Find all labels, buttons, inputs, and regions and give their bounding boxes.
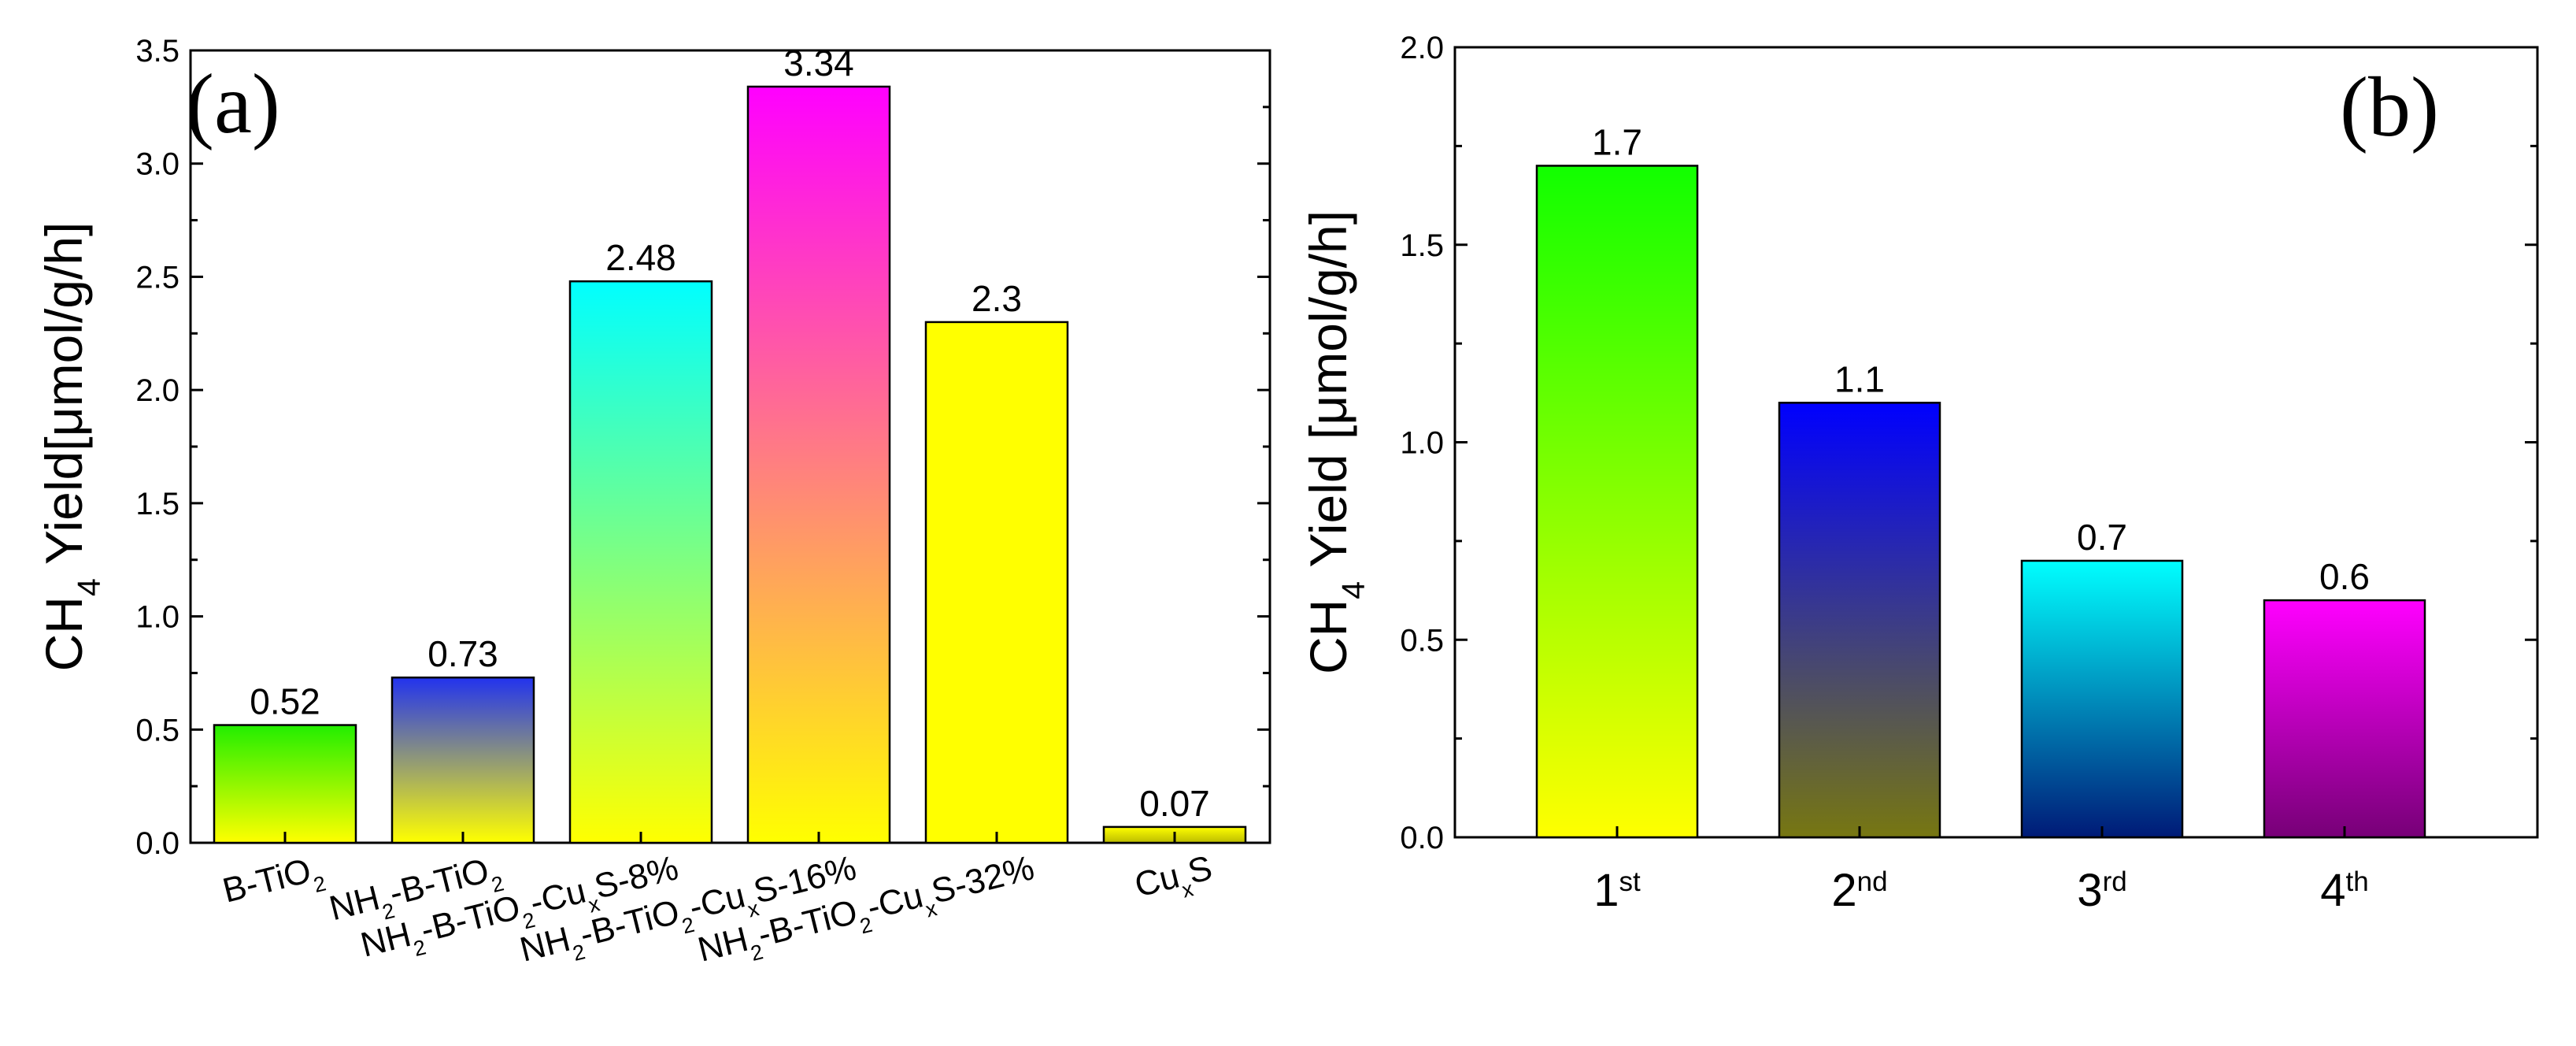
category-label-2: 2nd — [1831, 865, 1887, 916]
category-label-6: CuxS — [1131, 848, 1218, 913]
category-label-4: 4th — [2320, 865, 2368, 916]
y-tick-label: 0.0 — [135, 826, 180, 861]
bar-value-label-4: 0.6 — [2319, 556, 2370, 597]
y-tick-label: 1.0 — [135, 600, 180, 635]
bar-4 — [2263, 599, 2426, 839]
bar-1 — [1535, 165, 1699, 839]
y-axis-title: CH4 Yield [μmol/g/h] — [1299, 210, 1371, 674]
category-label-3: 3rd — [2077, 865, 2126, 916]
bar-value-label-2: 0.73 — [427, 633, 498, 674]
category-label-1: B-TiO2 — [219, 848, 328, 918]
y-tick-label: 1.5 — [1400, 228, 1444, 263]
bar-value-label-5: 2.3 — [972, 278, 1022, 319]
panel-a-chart: 0.0 0.5 1.0 1.5 2.0 2.5 3.0 3.5 CH4 Yield[μmol/g… — [35, 34, 1271, 970]
panel-label: (b) — [2340, 61, 2439, 154]
bar-value-label-2: 1.1 — [1834, 358, 1885, 399]
bar-5 — [924, 321, 1069, 844]
y-tick-label: 2.0 — [1400, 31, 1444, 65]
bar-value-label-6: 0.07 — [1139, 783, 1210, 824]
y-tick-label: 0.5 — [1400, 623, 1444, 658]
bar-value-label-3: 2.48 — [605, 237, 676, 278]
bar-value-label-1: 1.7 — [1592, 121, 1642, 162]
bar-3 — [568, 280, 713, 844]
bar-2 — [1778, 402, 1941, 839]
bar-4 — [746, 85, 891, 844]
y-tick-label: 0.5 — [135, 713, 180, 747]
y-tick-label: 3.0 — [135, 147, 180, 182]
bar-value-label-3: 0.7 — [2077, 517, 2127, 558]
y-tick-label: 2.5 — [135, 260, 180, 295]
y-tick-label: 1.5 — [135, 487, 180, 521]
y-axis-title: CH4 Yield[μmol/g/h] — [35, 222, 107, 672]
category-label-1: 1st — [1593, 865, 1641, 916]
y-tick-label: 3.5 — [135, 34, 180, 69]
y-tick-label: 0.0 — [1400, 821, 1444, 855]
bar-value-label-4: 3.34 — [783, 43, 854, 83]
panel-b-chart: 0.0 0.5 1.0 1.5 2.0 CH4 Yield [μmol/g/h] (b) 1.… — [1299, 31, 2539, 916]
bar-3 — [2020, 559, 2184, 839]
bar-2 — [390, 676, 535, 844]
bar-1 — [213, 724, 357, 844]
y-tick-label: 2.0 — [135, 373, 180, 408]
plot-frame — [189, 49, 1271, 844]
bar-value-label-1: 0.52 — [250, 681, 320, 722]
y-tick-label: 1.0 — [1400, 426, 1444, 461]
panel-label: (a) — [186, 57, 280, 151]
